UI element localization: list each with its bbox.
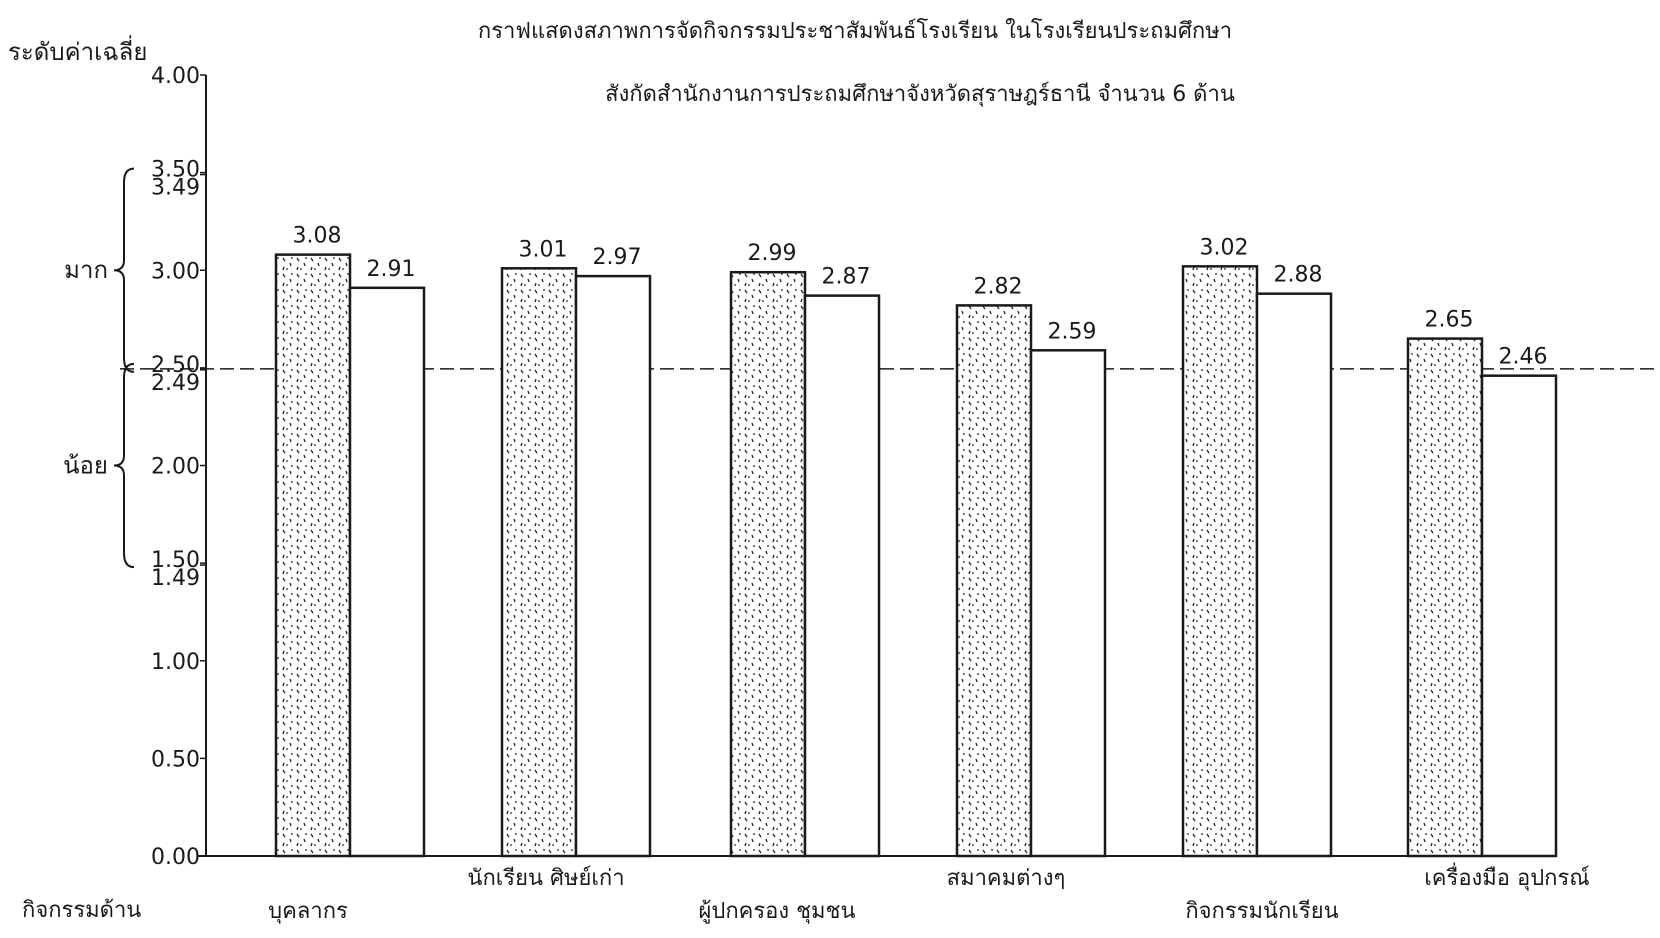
bar-series-1 bbox=[274, 253, 352, 858]
bar-series-1 bbox=[729, 270, 807, 858]
category-label: ผู้ปกครอง ชุมชน bbox=[698, 899, 855, 924]
data-label: 2.46 bbox=[1499, 345, 1548, 370]
data-label: 2.59 bbox=[1048, 319, 1097, 344]
bar-series-1 bbox=[1181, 265, 1259, 858]
level-bracket bbox=[113, 167, 135, 373]
bar-series-1 bbox=[1406, 337, 1484, 858]
data-label: 3.01 bbox=[519, 237, 568, 262]
category-label: สมาคมต่างๆ bbox=[947, 866, 1066, 891]
category-label: เครื่องมือ อุปกรณ์ bbox=[1424, 862, 1589, 891]
data-label: 2.99 bbox=[748, 241, 797, 266]
bar-series-2 bbox=[348, 286, 426, 858]
bar-series-2 bbox=[1029, 349, 1107, 858]
y-tick-label: 2.00 bbox=[151, 455, 200, 480]
bar-series-2 bbox=[1480, 374, 1558, 858]
y-tick-label: 4.00 bbox=[151, 64, 200, 89]
bar-series-1 bbox=[955, 304, 1033, 858]
bar-series-1 bbox=[500, 267, 578, 858]
chart-title: กราฟแสดงสภาพการจัดกิจกรรมประชาสัมพันธ์โร… bbox=[478, 18, 1232, 44]
data-label: 2.87 bbox=[822, 265, 871, 290]
y-tick-label: 2.49 bbox=[151, 371, 200, 396]
data-label: 2.91 bbox=[367, 257, 416, 282]
data-label: 2.97 bbox=[593, 245, 642, 270]
bar-series-2 bbox=[803, 294, 881, 858]
data-label: 2.65 bbox=[1425, 308, 1474, 333]
data-label: 2.82 bbox=[974, 274, 1023, 299]
y-tick-label: 3.00 bbox=[151, 259, 200, 284]
y-tick-label: 1.50 bbox=[151, 548, 200, 573]
y-axis-label: ระดับค่าเฉลี่ย bbox=[8, 35, 147, 66]
category-label: บุคลากร bbox=[268, 899, 348, 924]
y-tick-label: 2.50 bbox=[151, 353, 200, 378]
category-label: นักเรียน ศิษย์เก่า bbox=[467, 866, 624, 891]
x-axis-label: กิจกรรมด้าน bbox=[22, 898, 141, 923]
category-label: กิจกรรมนักเรียน bbox=[1185, 899, 1338, 924]
y-tick-label: 3.50 bbox=[151, 158, 200, 183]
level-bracket bbox=[113, 362, 135, 569]
y-tick-label: 3.49 bbox=[151, 176, 200, 201]
y-tick-label: 1.00 bbox=[151, 650, 200, 675]
data-label: 3.08 bbox=[293, 224, 342, 249]
data-label: 2.88 bbox=[1274, 263, 1323, 288]
y-tick-label: 0.00 bbox=[151, 845, 200, 870]
data-label: 3.02 bbox=[1200, 235, 1249, 260]
level-label: น้อย bbox=[63, 451, 108, 479]
level-label: มาก bbox=[64, 256, 108, 284]
chart-subtitle: สังกัดสำนักงานการประถมศึกษาจังหวัดสุราษฎ… bbox=[605, 82, 1235, 107]
bar-series-2 bbox=[574, 274, 652, 858]
y-tick-label: 1.49 bbox=[151, 566, 200, 591]
y-tick-label: 0.50 bbox=[151, 747, 200, 772]
bar-series-2 bbox=[1255, 292, 1333, 858]
